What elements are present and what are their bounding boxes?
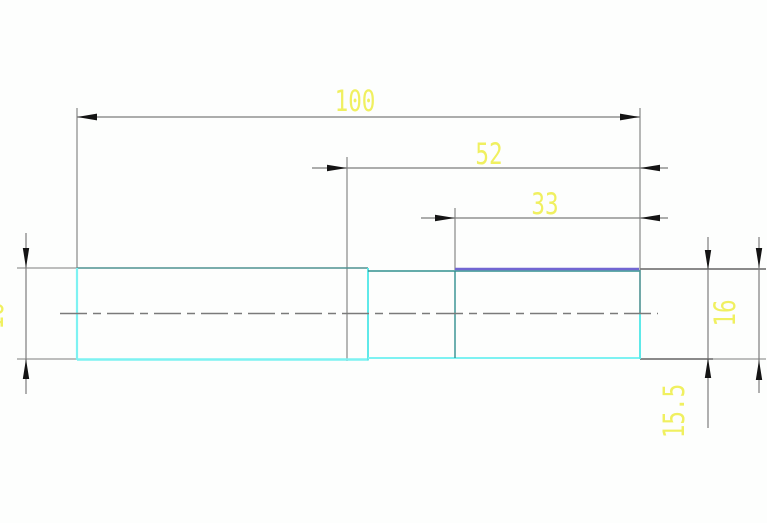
dimension-right-step-height[interactable]: 15.5 <box>658 237 712 438</box>
arrowhead-right-icon <box>640 214 660 222</box>
dimension-left-diameter[interactable]: 16 <box>0 233 78 394</box>
dimension-text-100: 100 <box>335 85 376 118</box>
dimension-step-length[interactable]: 52 <box>312 138 668 361</box>
arrowhead-top-icon <box>704 250 712 270</box>
dimension-text-15-5: 15.5 <box>658 384 691 438</box>
shaft-outline[interactable] <box>75 267 641 361</box>
dimension-text-16-right: 16 <box>709 299 742 326</box>
dimension-text-16-left: 16 <box>0 302 11 329</box>
dimension-text-33: 33 <box>531 188 558 221</box>
arrowhead-top-icon <box>22 248 30 268</box>
arrowhead-right-icon <box>620 113 640 121</box>
arrowhead-bottom-icon <box>22 359 30 379</box>
dimension-end-length[interactable]: 33 <box>421 188 668 270</box>
right-extension-lines[interactable] <box>640 268 766 360</box>
arrowhead-top-icon <box>755 248 763 268</box>
arrowhead-left-icon <box>77 113 97 121</box>
arrowhead-left-icon <box>327 164 347 172</box>
dimension-right-diameter[interactable]: 16 <box>709 237 763 393</box>
dimension-overall-length[interactable]: 100 <box>76 85 641 270</box>
arrowhead-bottom-icon <box>704 358 712 378</box>
dimension-text-52: 52 <box>475 138 502 171</box>
arrowhead-bottom-icon <box>755 360 763 380</box>
arrowhead-left-icon <box>435 214 455 222</box>
arrowhead-right-icon <box>640 164 660 172</box>
